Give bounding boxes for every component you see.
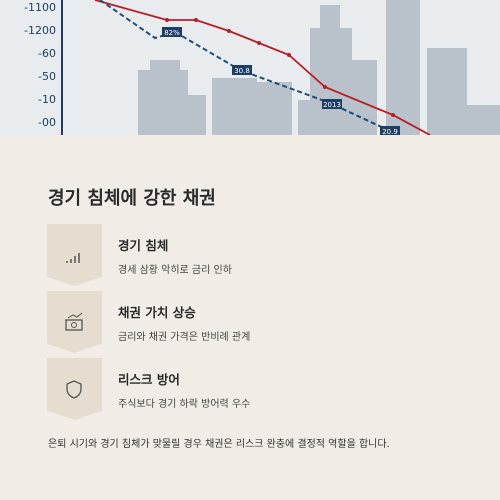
icon-badge: [47, 358, 102, 420]
point-label: 30.8: [234, 67, 250, 75]
point-label: 82%: [164, 29, 180, 37]
axis-label: -00: [38, 116, 56, 129]
axis-label: -1100: [24, 1, 56, 14]
icon-badge: [47, 224, 102, 286]
item-title: 경기 침체: [118, 238, 169, 253]
point-label-box: [162, 27, 182, 37]
item-text: 주식보다 경기 하락 방어력 우수: [118, 399, 251, 410]
item-text: 금리와 채권 가격은 반비례 관계: [118, 332, 251, 343]
point-label-box: [232, 65, 252, 75]
point-label-box: [322, 99, 342, 109]
item-text: 경세 삼황 악히로 금리 인하: [118, 265, 232, 276]
hero-image: -1100 -1200 -60 -50 -10 -00 82% 30.8 2013 20.9: [0, 0, 500, 135]
point-label: 2013: [323, 101, 341, 109]
point-label-box: [380, 126, 400, 135]
axis-label: -50: [38, 70, 56, 83]
point-label: 20.9: [382, 128, 398, 135]
axis-label: -10: [38, 93, 56, 106]
icon: [66, 380, 82, 399]
icon: [66, 253, 80, 263]
icon: [65, 312, 83, 331]
item-title: 리스크 방어: [118, 372, 180, 387]
item-title: 채권 가치 상승: [118, 305, 196, 320]
axis-label: -1200: [24, 24, 56, 37]
footer-text: 은퇴 시기와 경기 침체가 맞물릴 경우 채권은 리스크 완충에 결정적 역할을…: [48, 439, 390, 450]
icon-badge: [47, 291, 102, 353]
axis-label: -60: [38, 47, 56, 60]
section-title: 경기 침체에 강한 채권: [48, 188, 216, 209]
